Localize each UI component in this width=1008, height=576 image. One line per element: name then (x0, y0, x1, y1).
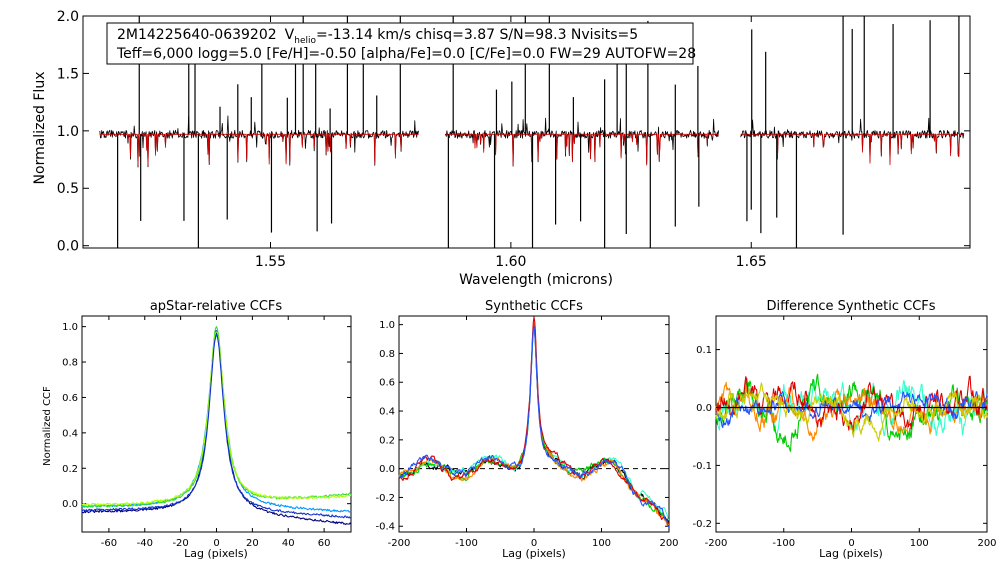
ccf_apstar-ytick-label: 0.6 (62, 393, 78, 404)
ccf_apstar-ytick-label: 0.4 (62, 428, 78, 439)
spectrum-frame (82, 15, 971, 249)
ccf_synthetic-ytick-label: 0.0 (379, 464, 395, 475)
apstar-ccf-visit-2 (81, 335, 352, 513)
spectrum-ylabel: Normalized Flux (32, 72, 48, 185)
ccf_difference-ytick-label: 0.0 (696, 403, 712, 414)
annotation-line-2: Teff=6,000 logg=5.0 [Fe/H]=-0.50 [alpha/… (116, 46, 696, 62)
synthetic-ccf-visit-4 (398, 322, 670, 526)
ccf_difference-xtick-label: 100 (910, 538, 929, 549)
ccf_apstar-ytick-label: 0.2 (62, 464, 78, 475)
synthetic-ccf-visit-5 (398, 316, 670, 525)
spectrum-ytick-label: 2.0 (57, 9, 79, 25)
ccf_apstar-xtick-label: -20 (172, 538, 188, 549)
ccf_apstar-xtick-label: 40 (282, 538, 295, 549)
ccf_apstar-ytick-label: 1.0 (62, 322, 78, 333)
ccf_synthetic-ytick-label: 1.0 (379, 320, 395, 331)
difference-ccf-visit-4 (715, 375, 988, 435)
apstar-ylabel: Normalized CCF (42, 386, 53, 466)
ccf_difference-xtick-label: -100 (772, 538, 795, 549)
ccf_synthetic-ytick-label: -0.2 (375, 493, 395, 504)
spectrum-ytick-label: 0.5 (57, 181, 79, 197)
difference-xlabel: Lag (pixels) (819, 547, 883, 560)
spectrum-ytick-label: 0.0 (57, 239, 79, 255)
star-id: 2M14225640-0639202 (117, 27, 277, 43)
apstar-ccf-visit-5 (82, 332, 352, 519)
spectrum-observed-chip-2 (445, 117, 719, 167)
ccf_synthetic-frame (398, 315, 670, 533)
difference-ccf-visit-6 (715, 382, 988, 442)
ccf_apstar-xtick-label: 60 (318, 538, 331, 549)
apstar-ccf-visit-4 (81, 331, 352, 507)
ccf_synthetic-xtick-label: 0 (531, 538, 537, 549)
spectrum-xlabel: Wavelength (microns) (459, 272, 613, 288)
apstar-title: apStar-relative CCFs (150, 299, 283, 314)
ccf_apstar-xtick-label: -60 (101, 538, 117, 549)
ccf_synthetic-ytick-label: 0.8 (379, 349, 395, 360)
ccf_difference-ytick-label: -0.2 (692, 519, 712, 530)
spectrum-model-chip-2 (445, 133, 719, 166)
spectrum-ytick-label: 1.0 (57, 124, 79, 140)
annotation-box (106, 22, 694, 65)
apstar-ccf-visit-3 (81, 326, 352, 508)
ccf_synthetic-xtick-label: 200 (659, 538, 678, 549)
ccf_synthetic-ytick-label: 0.2 (379, 435, 395, 446)
spectrum-xtick-label: 1.55 (255, 254, 286, 270)
synthetic-xlabel: Lag (pixels) (502, 547, 566, 560)
ccf_synthetic-ytick-label: -0.4 (375, 522, 395, 533)
apstar-xlabel: Lag (pixels) (184, 547, 248, 560)
difference-ccf-plot: -200 -100 0 100 200 -0.2 -0.1 0.0 0.1 (692, 315, 997, 549)
apstar-ccf-visit-1 (81, 330, 352, 526)
spectrum-model-chip-1 (99, 133, 419, 166)
spectrum-ytick-label: 1.5 (57, 66, 79, 82)
ccf_synthetic-xtick-label: -200 (388, 538, 411, 549)
ccf_synthetic-xtick-label: 100 (592, 538, 611, 549)
synthetic-title: Synthetic CCFs (485, 299, 583, 314)
ccf_difference-xtick-label: 0 (848, 538, 854, 549)
apstar-ccf-plot: -60 -40 -20 0 20 40 60 0.0 0.2 0.4 0.6 0.8 1.0 (62, 315, 352, 549)
vhelio-label: V (285, 27, 295, 43)
synthetic-ccf-visit-6 (398, 326, 670, 528)
ccf_difference-xtick-label: -200 (705, 538, 728, 549)
ccf_apstar-frame (81, 315, 352, 533)
ccf_apstar-xtick-label: 20 (246, 538, 259, 549)
synthetic-ccf-plot: -200 -100 0 100 200 -0.4 -0.2 0.0 0.2 0.4 0.6 0.8 1.… (375, 315, 679, 549)
vhelio-subscript: helio (294, 36, 316, 46)
spectrum-xtick-label: 1.65 (736, 254, 767, 270)
synthetic-ccf-visit-3 (398, 325, 670, 526)
annotation-line-1: 2M14225640-0639202 Vhelio=-13.14 km/s chi… (117, 27, 638, 46)
spectrum-model-chip-3 (740, 133, 964, 166)
ccf_apstar-xtick-label: -40 (137, 538, 153, 549)
synthetic-ccf-visit-1 (398, 326, 670, 525)
difference-ccf-visit-3 (715, 381, 988, 442)
ccf_synthetic-xtick-label: -100 (455, 538, 478, 549)
ccf_apstar-ytick-label: 0.0 (62, 499, 78, 510)
ccf_difference-ytick-label: -0.1 (692, 461, 712, 472)
ccf_apstar-ytick-label: 0.8 (62, 358, 78, 369)
spectrum-xtick-label: 1.60 (495, 254, 526, 270)
spectrum-observed-chip-1 (99, 115, 419, 168)
ccf_synthetic-ytick-label: 0.6 (379, 378, 395, 389)
ccf_difference-ytick-label: 0.1 (696, 345, 712, 356)
difference-title: Difference Synthetic CCFs (766, 299, 935, 314)
spectrum-plot: 1.55 1.60 1.65 0.0 0.5 1.0 1.5 2.0 (57, 9, 971, 270)
ccf_apstar-xtick-label: 0 (213, 538, 219, 549)
synthetic-ccf-visit-2 (398, 327, 670, 521)
ccf_synthetic-ytick-label: 0.4 (379, 407, 395, 418)
vhelio-stats: =-13.14 km/s chisq=3.87 S/N=98.3 Nvisits… (316, 27, 638, 43)
ccf_difference-xtick-label: 200 (977, 538, 996, 549)
